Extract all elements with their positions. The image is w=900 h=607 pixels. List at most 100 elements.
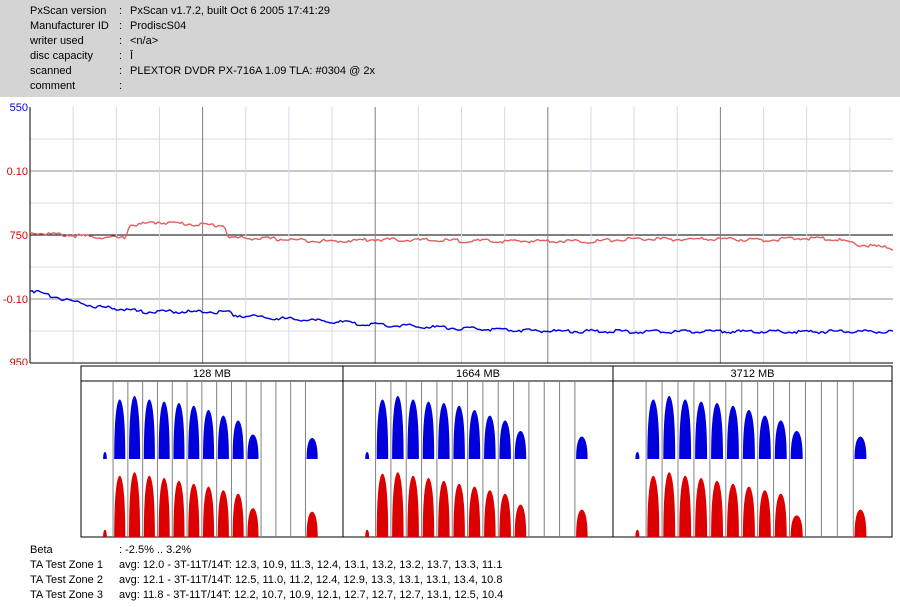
info-value: PxScan v1.7.2, built Oct 6 2005 17:41:29	[130, 5, 330, 17]
ta-blue-bar	[468, 410, 481, 459]
ta-red-bar	[188, 483, 200, 537]
ta-blue-bar	[774, 420, 787, 459]
ta-blue-bar	[679, 399, 692, 459]
ta-blue-bar	[306, 438, 318, 459]
ta-red-bar	[129, 472, 141, 537]
ta-red-bar	[576, 509, 588, 537]
ta-blue-bar	[158, 401, 170, 459]
y-tick-labels: 550 0.10 750 -0.10 950	[3, 102, 28, 365]
ta-red-bar	[663, 472, 676, 537]
blue-series-line	[29, 289, 894, 335]
ta-panel: 3712 MB	[612, 365, 893, 538]
ta-panel-title: 1664 MB	[456, 368, 500, 380]
ta-zone-label: TA Test Zone 1	[30, 559, 103, 571]
ta-red-bar	[711, 480, 723, 537]
info-separator: :	[119, 80, 123, 92]
ta-blue-bar	[143, 399, 155, 459]
ta-panel: 128 MB	[80, 365, 344, 538]
ta-red-bar	[854, 509, 867, 537]
ta-panel-title: 128 MB	[193, 368, 231, 380]
ta-zone-label: TA Test Zone 3	[30, 589, 103, 601]
ta-blue-bar	[742, 410, 755, 459]
ta-blue-bar	[188, 405, 200, 459]
ta-blue-bar	[203, 410, 215, 459]
ta-blue-bar	[576, 436, 588, 459]
ta-blue-bar	[422, 401, 435, 459]
ta-red-bar	[114, 475, 126, 537]
y-tick-label: 550	[10, 102, 28, 114]
ta-red-bar	[247, 508, 259, 537]
ta-red-bar	[158, 478, 170, 537]
ta-red-bar	[647, 475, 660, 537]
ta-red-bar	[484, 490, 496, 537]
ta-red-bar	[468, 486, 481, 537]
info-key: PxScan version	[30, 5, 107, 17]
ta-panels: 128 MB 1664 MB 3712 MB	[80, 365, 893, 538]
ta-red-bar	[392, 472, 404, 537]
info-key: scanned	[30, 65, 72, 77]
info-value: Ī	[130, 50, 134, 62]
info-separator: :	[119, 20, 123, 32]
ta-blue-bar	[247, 434, 259, 459]
ta-blue-bar	[365, 452, 370, 459]
info-value: <n/a>	[130, 35, 159, 47]
ta-blue-bar	[711, 403, 723, 459]
ta-red-bar	[514, 504, 527, 537]
ta-blue-bar	[695, 401, 708, 459]
ta-zone-values: avg: 12.1 - 3T-11T/14T: 12.5, 11.0, 11.2…	[119, 574, 503, 586]
ta-blue-bar	[114, 399, 126, 459]
info-separator: :	[119, 50, 123, 62]
y-tick-label: 950	[10, 357, 28, 365]
ta-blue-bar	[647, 399, 660, 459]
ta-red-bar	[635, 529, 640, 537]
ta-blue-bar	[232, 420, 244, 459]
red-series-line	[29, 221, 894, 251]
ta-zone-values: avg: 12.0 - 3T-11T/14T: 12.3, 10.9, 11.3…	[119, 559, 503, 571]
ta-blue-bar	[854, 436, 867, 459]
ta-blue-bar	[514, 431, 527, 459]
ta-zone-values: avg: 11.8 - 3T-11T/14T: 12.2, 10.7, 10.9…	[119, 589, 504, 601]
info-key: disc capacity	[30, 50, 93, 62]
ta-red-bar	[173, 480, 185, 537]
ta-panel-title: 3712 MB	[730, 368, 774, 380]
beta-value: : -2.5% .. 3.2%	[119, 544, 192, 556]
ta-zone-label: TA Test Zone 2	[30, 574, 103, 586]
ta-red-bar	[695, 478, 708, 537]
ta-histogram-chart: 128 MB 1664 MB 3712 MB	[80, 365, 893, 538]
ta-blue-bar	[453, 405, 465, 459]
info-separator: :	[119, 65, 123, 77]
beta-label: Beta	[30, 544, 53, 556]
ta-blue-bar	[129, 396, 141, 459]
info-key: writer used	[30, 35, 84, 47]
chart-series	[29, 221, 894, 335]
ta-blue-bar	[173, 403, 185, 459]
scan-line-chart: 550 0.10 750 -0.10 950	[3, 102, 894, 365]
info-separator: :	[119, 35, 123, 47]
ta-blue-bar	[499, 420, 511, 459]
ta-red-bar	[790, 515, 803, 537]
ta-blue-bar	[484, 415, 496, 459]
chart-grid	[29, 107, 893, 364]
info-separator: :	[119, 5, 123, 17]
ta-red-bar	[727, 483, 739, 537]
ta-red-bar	[774, 493, 787, 537]
ta-red-bar	[217, 490, 229, 537]
ta-blue-bar	[790, 431, 803, 459]
scan-info-header: PxScan version : PxScan v1.7.2, built Oc…	[0, 0, 900, 97]
ta-red-bar	[232, 493, 244, 537]
y-tick-label: -0.10	[3, 294, 28, 306]
ta-blue-bar	[392, 396, 404, 459]
info-value: ProdiscS04	[130, 20, 187, 32]
ta-red-bar	[499, 493, 511, 537]
ta-red-bar	[203, 486, 215, 537]
ta-red-bar	[365, 529, 370, 537]
ta-blue-bar	[217, 415, 229, 459]
ta-blue-bar	[727, 405, 739, 459]
ta-blue-bar	[663, 396, 676, 459]
y-tick-label: 750	[10, 230, 28, 242]
info-key: comment	[30, 80, 76, 92]
ta-blue-bar	[407, 399, 419, 459]
info-value: PLEXTOR DVDR PX-716A 1.09 TLA: #0304 @ 2…	[130, 65, 375, 77]
y-tick-label: 0.10	[7, 166, 28, 178]
ta-red-bar	[679, 475, 692, 537]
